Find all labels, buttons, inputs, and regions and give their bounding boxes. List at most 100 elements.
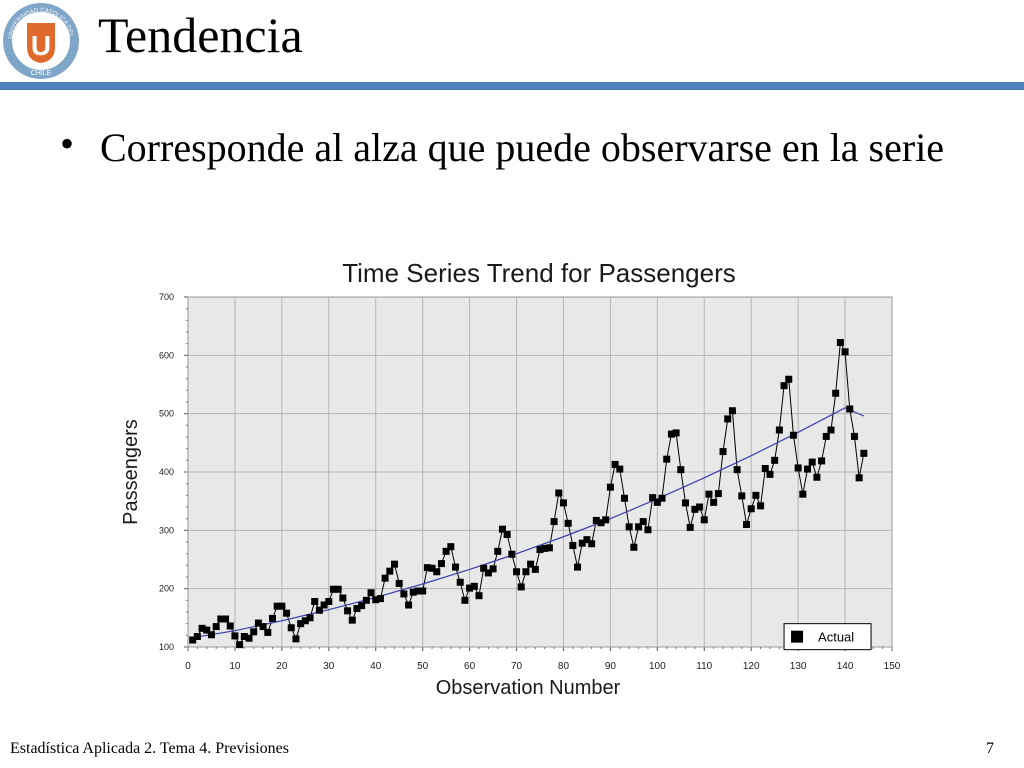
- actual-point: [841, 348, 849, 356]
- actual-point: [339, 594, 347, 602]
- actual-point: [818, 457, 826, 465]
- actual-point: [738, 492, 746, 500]
- actual-point: [283, 609, 291, 617]
- actual-point: [452, 563, 460, 571]
- series-group: [189, 339, 868, 649]
- actual-point: [710, 498, 718, 506]
- actual-point: [827, 426, 835, 434]
- actual-point: [419, 587, 427, 595]
- actual-point: [531, 565, 539, 573]
- actual-point: [644, 526, 652, 534]
- chart-title: Time Series Trend for Passengers: [342, 258, 736, 288]
- actual-point: [508, 550, 516, 558]
- logo-letter: U: [31, 30, 51, 61]
- actual-point: [606, 483, 614, 491]
- actual-point: [217, 615, 225, 623]
- actual-point: [775, 426, 783, 434]
- actual-point: [752, 491, 760, 499]
- actual-point: [555, 489, 563, 497]
- actual-point: [860, 449, 868, 457]
- actual-point: [550, 518, 558, 526]
- actual-point: [602, 516, 610, 524]
- actual-point: [292, 635, 300, 643]
- actual-point: [846, 405, 854, 413]
- actual-point: [569, 542, 577, 549]
- actual-point: [494, 547, 502, 555]
- actual-point: [686, 523, 694, 531]
- y-tick-label: 600: [159, 350, 174, 360]
- passengers-chart: 100 200 300 400 500 600 700 0 10 20 30 40 50 60 70 80 9…: [120, 292, 901, 699]
- actual-point: [822, 432, 830, 440]
- actual-point: [470, 582, 478, 590]
- actual-point: [198, 624, 206, 632]
- actual-point: [677, 466, 685, 474]
- actual-point: [696, 503, 704, 511]
- x-tick-label: 120: [743, 661, 760, 672]
- actual-point: [362, 596, 370, 604]
- x-tick-label: 10: [229, 661, 241, 672]
- y-tick-label: 400: [159, 467, 174, 477]
- actual-point: [799, 490, 807, 498]
- actual-point: [559, 499, 567, 507]
- actual-point: [541, 544, 549, 552]
- actual-point: [254, 619, 262, 627]
- actual-point: [306, 614, 314, 622]
- actual-point: [189, 636, 197, 644]
- actual-point: [639, 518, 647, 526]
- x-tick-label: 40: [370, 661, 382, 672]
- actual-point: [649, 494, 657, 502]
- actual-point: [222, 615, 230, 623]
- actual-point: [611, 460, 619, 468]
- trend-line: [192, 407, 865, 639]
- actual-point: [653, 498, 661, 506]
- y-tick-label: 500: [159, 409, 174, 419]
- actual-point: [714, 490, 722, 498]
- actual-point: [743, 521, 751, 528]
- legend: Actual: [783, 623, 872, 651]
- actual-point: [503, 530, 511, 538]
- x-tick-label: 60: [464, 661, 476, 672]
- x-tick-label: 130: [790, 661, 807, 672]
- y-ticks: 100 200 300 400 500 600 700: [159, 292, 188, 652]
- actual-point: [836, 339, 844, 346]
- actual-point: [719, 448, 727, 456]
- actual-point: [747, 505, 755, 513]
- x-tick-label: 90: [605, 661, 617, 672]
- actual-point: [207, 631, 215, 639]
- actual-point: [405, 601, 413, 609]
- actual-point: [489, 565, 497, 573]
- actual-point: [456, 578, 464, 586]
- actual-point: [794, 464, 802, 472]
- university-logo: UNIVERSIDAD CATOLICA DEL NORTE CHILE U: [1, 1, 79, 79]
- actual-point: [212, 623, 220, 631]
- actual-point: [236, 641, 244, 649]
- actual-point: [437, 560, 445, 568]
- x-tick-label: 150: [884, 661, 901, 672]
- x-tick-label: 110: [696, 661, 712, 672]
- x-axis-label: Observation Number: [436, 677, 621, 699]
- actual-point: [433, 568, 441, 576]
- actual-point: [414, 587, 422, 595]
- actual-point: [850, 432, 858, 440]
- y-tick-label: 700: [159, 292, 174, 302]
- actual-point: [193, 633, 201, 640]
- actual-point: [325, 598, 333, 605]
- actual-point: [681, 499, 689, 507]
- actual-point: [658, 494, 666, 502]
- actual-point: [705, 490, 713, 498]
- actual-point: [583, 536, 591, 544]
- actual-point: [447, 543, 455, 551]
- actual-point: [728, 407, 736, 415]
- x-tick-label: 30: [323, 661, 335, 672]
- x-tick-label: 140: [837, 661, 854, 672]
- actual-point: [358, 602, 366, 610]
- actual-point: [578, 539, 586, 547]
- actual-point: [240, 633, 248, 640]
- actual-point: [724, 415, 732, 423]
- actual-point: [231, 632, 239, 640]
- x-tick-label: 0: [185, 661, 191, 672]
- actual-point: [442, 547, 450, 555]
- actual-point: [616, 465, 624, 473]
- actual-point: [620, 494, 628, 502]
- actual-point: [761, 465, 769, 472]
